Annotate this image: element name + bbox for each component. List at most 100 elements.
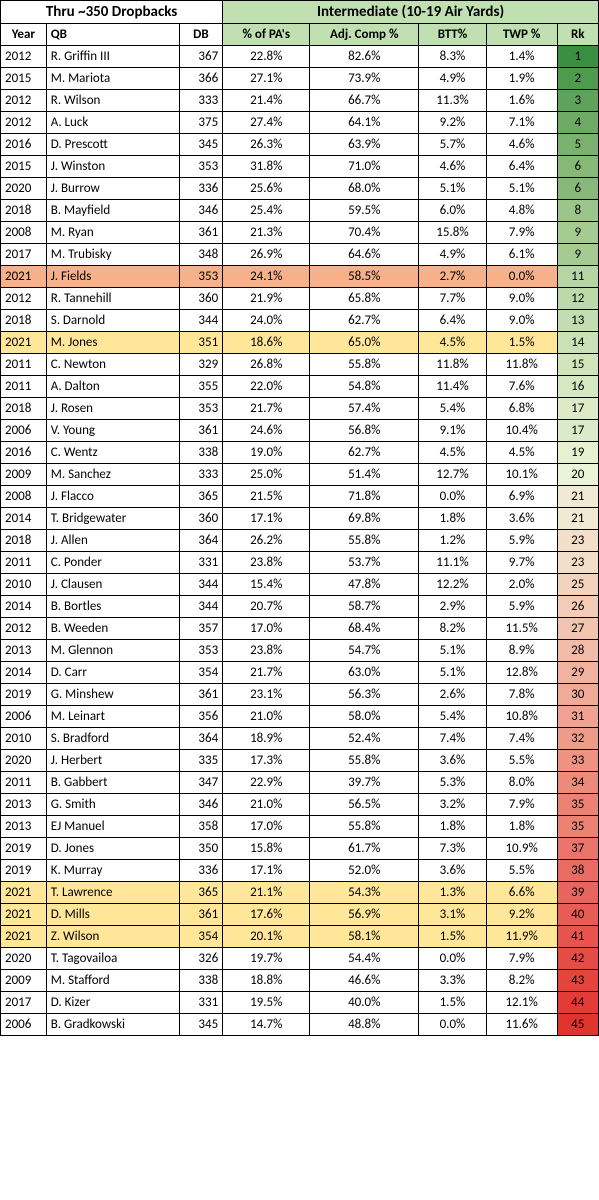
- cell-twp: 6.4%: [486, 156, 557, 178]
- cell-qb: J. Winston: [46, 156, 179, 178]
- cell-qb: M. Glennon: [46, 640, 179, 662]
- col-pa: % of PA's: [223, 24, 310, 46]
- cell-pa: 17.1%: [223, 860, 310, 882]
- cell-btt: 11.1%: [419, 552, 487, 574]
- cell-btt: 3.1%: [419, 904, 487, 926]
- cell-rk: 32: [557, 728, 598, 750]
- cell-btt: 5.4%: [419, 706, 487, 728]
- cell-rk: 2: [557, 68, 598, 90]
- cell-db: 333: [179, 90, 223, 112]
- cell-rk: 14: [557, 332, 598, 354]
- cell-adj: 68.4%: [310, 618, 419, 640]
- cell-db: 331: [179, 552, 223, 574]
- cell-rk: 11: [557, 266, 598, 288]
- cell-btt: 5.4%: [419, 398, 487, 420]
- cell-year: 2019: [1, 684, 47, 706]
- cell-year: 2016: [1, 134, 47, 156]
- cell-qb: M. Ryan: [46, 222, 179, 244]
- cell-db: 365: [179, 882, 223, 904]
- cell-btt: 12.7%: [419, 464, 487, 486]
- cell-btt: 3.2%: [419, 794, 487, 816]
- cell-adj: 46.6%: [310, 970, 419, 992]
- cell-btt: 5.1%: [419, 178, 487, 200]
- cell-pa: 24.1%: [223, 266, 310, 288]
- cell-rk: 42: [557, 948, 598, 970]
- cell-qb: G. Smith: [46, 794, 179, 816]
- cell-adj: 66.7%: [310, 90, 419, 112]
- cell-adj: 71.8%: [310, 486, 419, 508]
- cell-year: 2008: [1, 486, 47, 508]
- cell-db: 353: [179, 156, 223, 178]
- cell-adj: 62.7%: [310, 310, 419, 332]
- table-row: 2016C. Wentz33819.0%62.7%4.5%4.5%19: [1, 442, 599, 464]
- cell-year: 2015: [1, 68, 47, 90]
- cell-db: 364: [179, 728, 223, 750]
- cell-pa: 24.6%: [223, 420, 310, 442]
- cell-qb: J. Fields: [46, 266, 179, 288]
- cell-qb: M. Leinart: [46, 706, 179, 728]
- table-row: 2016D. Prescott34526.3%63.9%5.7%4.6%5: [1, 134, 599, 156]
- cell-twp: 4.8%: [486, 200, 557, 222]
- cell-btt: 1.3%: [419, 882, 487, 904]
- table-row: 2014D. Carr35421.7%63.0%5.1%12.8%29: [1, 662, 599, 684]
- cell-btt: 9.1%: [419, 420, 487, 442]
- cell-twp: 7.8%: [486, 684, 557, 706]
- cell-pa: 23.8%: [223, 552, 310, 574]
- cell-rk: 20: [557, 464, 598, 486]
- table-row: 2012R. Griffin III36722.8%82.6%8.3%1.4%1: [1, 46, 599, 68]
- cell-adj: 69.8%: [310, 508, 419, 530]
- cell-rk: 37: [557, 838, 598, 860]
- table-body: 2012R. Griffin III36722.8%82.6%8.3%1.4%1…: [1, 46, 599, 1036]
- cell-year: 2021: [1, 904, 47, 926]
- cell-year: 2016: [1, 442, 47, 464]
- cell-db: 344: [179, 574, 223, 596]
- col-twp: TWP %: [486, 24, 557, 46]
- cell-year: 2017: [1, 244, 47, 266]
- cell-qb: D. Prescott: [46, 134, 179, 156]
- cell-db: 333: [179, 464, 223, 486]
- cell-db: 361: [179, 684, 223, 706]
- cell-qb: C. Newton: [46, 354, 179, 376]
- cell-year: 2012: [1, 618, 47, 640]
- table-row: 2021T. Lawrence36521.1%54.3%1.3%6.6%39: [1, 882, 599, 904]
- cell-btt: 0.0%: [419, 486, 487, 508]
- cell-pa: 18.8%: [223, 970, 310, 992]
- cell-qb: Z. Wilson: [46, 926, 179, 948]
- cell-qb: V. Young: [46, 420, 179, 442]
- cell-pa: 20.1%: [223, 926, 310, 948]
- cell-rk: 12: [557, 288, 598, 310]
- cell-adj: 68.0%: [310, 178, 419, 200]
- table-row: 2012B. Weeden35717.0%68.4%8.2%11.5%27: [1, 618, 599, 640]
- cell-twp: 7.9%: [486, 948, 557, 970]
- table-row: 2019G. Minshew36123.1%56.3%2.6%7.8%30: [1, 684, 599, 706]
- cell-adj: 63.0%: [310, 662, 419, 684]
- col-rk: Rk: [557, 24, 598, 46]
- cell-db: 346: [179, 200, 223, 222]
- cell-twp: 6.9%: [486, 486, 557, 508]
- cell-btt: 7.4%: [419, 728, 487, 750]
- table-row: 2020J. Burrow33625.6%68.0%5.1%5.1%6: [1, 178, 599, 200]
- cell-btt: 6.4%: [419, 310, 487, 332]
- cell-rk: 35: [557, 794, 598, 816]
- cell-twp: 7.4%: [486, 728, 557, 750]
- cell-db: 354: [179, 662, 223, 684]
- cell-pa: 21.3%: [223, 222, 310, 244]
- cell-adj: 47.8%: [310, 574, 419, 596]
- cell-btt: 4.9%: [419, 68, 487, 90]
- cell-year: 2020: [1, 178, 47, 200]
- col-btt: BTT%: [419, 24, 487, 46]
- cell-rk: 25: [557, 574, 598, 596]
- cell-year: 2010: [1, 574, 47, 596]
- cell-rk: 15: [557, 354, 598, 376]
- cell-btt: 4.5%: [419, 442, 487, 464]
- col-year: Year: [1, 24, 47, 46]
- cell-year: 2013: [1, 816, 47, 838]
- cell-btt: 1.5%: [419, 992, 487, 1014]
- cell-pa: 27.1%: [223, 68, 310, 90]
- cell-year: 2009: [1, 970, 47, 992]
- cell-db: 360: [179, 508, 223, 530]
- table-row: 2018S. Darnold34424.0%62.7%6.4%9.0%13: [1, 310, 599, 332]
- table-row: 2020J. Herbert33517.3%55.8%3.6%5.5%33: [1, 750, 599, 772]
- cell-btt: 12.2%: [419, 574, 487, 596]
- cell-adj: 53.7%: [310, 552, 419, 574]
